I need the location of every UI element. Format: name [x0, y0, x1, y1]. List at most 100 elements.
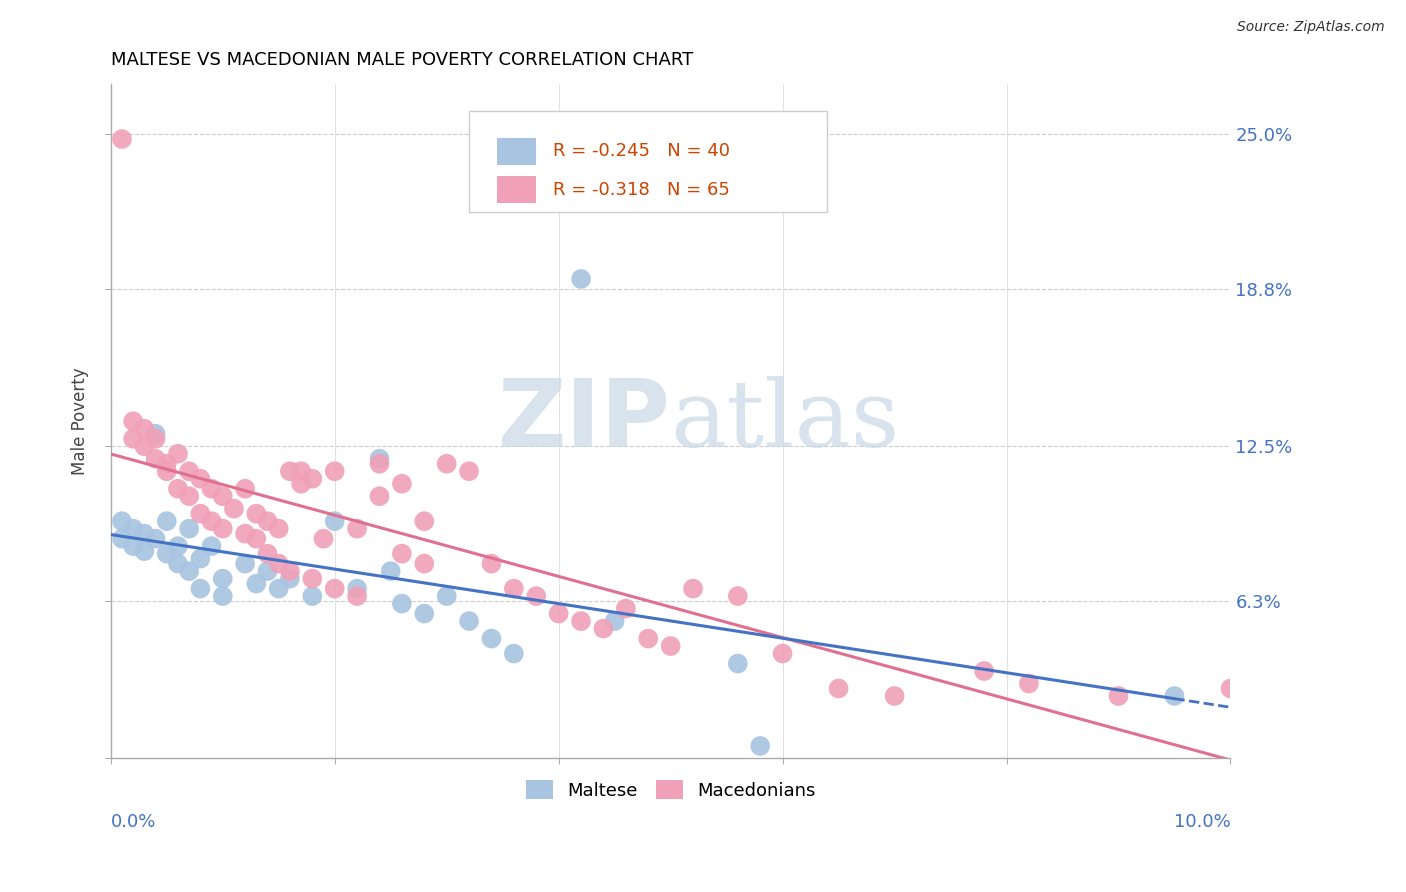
Point — [200, 482, 222, 496]
Point — [233, 526, 256, 541]
Point — [179, 489, 201, 503]
Point — [368, 451, 391, 466]
Point — [122, 522, 145, 536]
Point — [1018, 676, 1040, 690]
Point — [145, 451, 167, 466]
Point — [145, 426, 167, 441]
Point — [122, 414, 145, 428]
Point — [391, 597, 413, 611]
Point — [179, 464, 201, 478]
Text: 0.0%: 0.0% — [111, 814, 156, 831]
Point — [413, 514, 436, 528]
Point — [211, 522, 233, 536]
Y-axis label: Male Poverty: Male Poverty — [72, 368, 89, 475]
Point — [156, 547, 179, 561]
Text: 10.0%: 10.0% — [1174, 814, 1230, 831]
Point — [614, 601, 637, 615]
Point — [211, 572, 233, 586]
Point — [727, 589, 749, 603]
Point — [368, 457, 391, 471]
Text: R = -0.245   N = 40: R = -0.245 N = 40 — [553, 142, 730, 161]
Point — [167, 447, 190, 461]
Point — [436, 589, 458, 603]
Point — [413, 557, 436, 571]
Point — [301, 589, 323, 603]
Text: ZIP: ZIP — [498, 376, 671, 467]
Point — [222, 501, 245, 516]
Point — [200, 539, 222, 553]
Point — [122, 539, 145, 553]
Point — [592, 622, 614, 636]
Point — [167, 557, 190, 571]
Point — [659, 639, 682, 653]
Point — [323, 464, 346, 478]
Point — [188, 582, 211, 596]
Point — [637, 632, 659, 646]
Point — [134, 439, 156, 453]
Legend: Maltese, Macedonians: Maltese, Macedonians — [519, 773, 823, 806]
Point — [290, 464, 312, 478]
Point — [245, 507, 267, 521]
Text: Source: ZipAtlas.com: Source: ZipAtlas.com — [1237, 20, 1385, 34]
Point — [267, 582, 290, 596]
Point — [973, 664, 995, 678]
Point — [278, 564, 301, 578]
Point — [122, 432, 145, 446]
Point — [481, 557, 503, 571]
Point — [233, 482, 256, 496]
Point — [323, 514, 346, 528]
Point — [256, 564, 278, 578]
Point — [312, 532, 335, 546]
Point — [145, 432, 167, 446]
Point — [111, 532, 134, 546]
Point — [111, 132, 134, 146]
Point — [413, 607, 436, 621]
Point — [167, 482, 190, 496]
Point — [211, 589, 233, 603]
Point — [569, 614, 592, 628]
Point — [458, 614, 481, 628]
Point — [188, 507, 211, 521]
Point — [156, 457, 179, 471]
Point — [156, 514, 179, 528]
Point — [682, 582, 704, 596]
FancyBboxPatch shape — [498, 177, 536, 203]
Point — [883, 689, 905, 703]
Point — [346, 522, 368, 536]
Point — [188, 551, 211, 566]
Point — [290, 476, 312, 491]
Point — [233, 557, 256, 571]
Point — [436, 457, 458, 471]
Point — [547, 607, 569, 621]
Point — [1219, 681, 1241, 696]
Point — [391, 476, 413, 491]
Point — [772, 647, 794, 661]
Point — [256, 514, 278, 528]
Text: MALTESE VS MACEDONIAN MALE POVERTY CORRELATION CHART: MALTESE VS MACEDONIAN MALE POVERTY CORRE… — [111, 51, 693, 69]
Point — [481, 632, 503, 646]
FancyBboxPatch shape — [470, 112, 827, 212]
Point — [603, 614, 626, 628]
Text: R = -0.318   N = 65: R = -0.318 N = 65 — [553, 181, 730, 199]
Point — [278, 572, 301, 586]
Point — [134, 544, 156, 558]
Point — [1108, 689, 1130, 703]
FancyBboxPatch shape — [498, 137, 536, 165]
Point — [278, 464, 301, 478]
Point — [524, 589, 547, 603]
Point — [134, 422, 156, 436]
Text: atlas: atlas — [671, 376, 900, 467]
Point — [458, 464, 481, 478]
Point — [267, 522, 290, 536]
Point — [569, 272, 592, 286]
Point — [391, 547, 413, 561]
Point — [245, 532, 267, 546]
Point — [827, 681, 849, 696]
Point — [188, 472, 211, 486]
Point — [179, 522, 201, 536]
Point — [727, 657, 749, 671]
Point — [211, 489, 233, 503]
Point — [245, 576, 267, 591]
Point — [346, 589, 368, 603]
Point — [179, 564, 201, 578]
